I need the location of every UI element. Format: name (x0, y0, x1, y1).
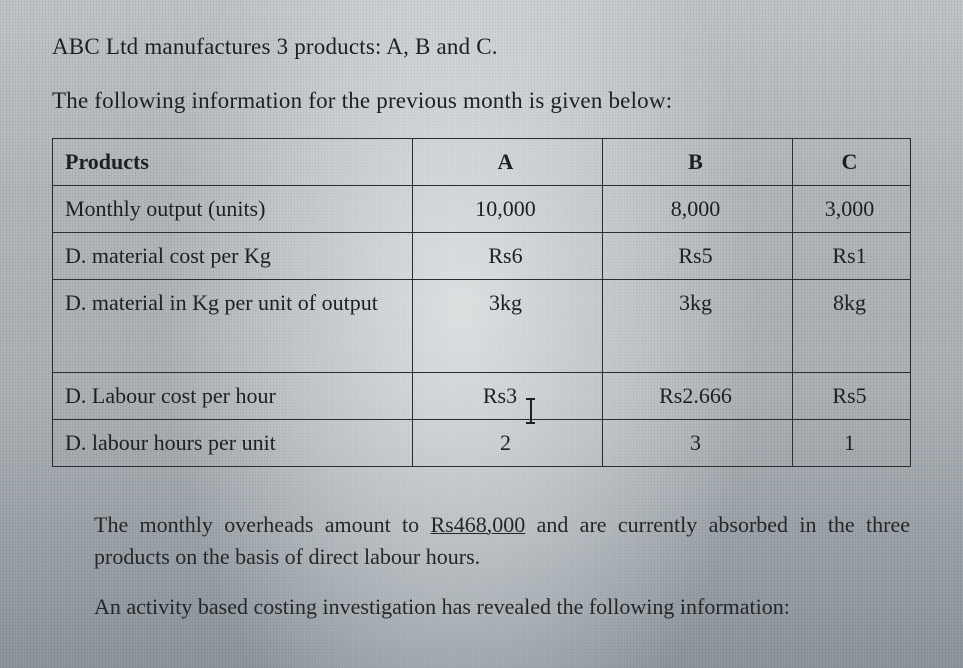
table-row: D. labour hours per unit 2 3 1 (53, 420, 911, 467)
row-label: Monthly output (units) (53, 186, 413, 233)
col-header-B: B (603, 139, 793, 186)
row-label: D. material cost per Kg (53, 233, 413, 280)
paragraph-block: The monthly overheads amount to Rs468,00… (52, 509, 910, 623)
col-header-C: C (793, 139, 911, 186)
col-header-products: Products (53, 139, 413, 186)
cell-A: 2 (413, 420, 603, 467)
intro-line-1: ABC Ltd manufactures 3 products: A, B an… (52, 34, 911, 60)
cell-A: Rs3 (413, 373, 603, 420)
row-label: D. labour hours per unit (53, 420, 413, 467)
cell-C: 1 (793, 420, 911, 467)
cell-B: 3kg (603, 280, 793, 373)
cell-B: 3 (603, 420, 793, 467)
cell-A: Rs6 (413, 233, 603, 280)
cell-C: Rs1 (793, 233, 911, 280)
table-row: D. Labour cost per hour Rs3 Rs2.666 Rs5 (53, 373, 911, 420)
cell-C: Rs5 (793, 373, 911, 420)
cell-B: 8,000 (603, 186, 793, 233)
para1-pre: The monthly overheads amount to (94, 512, 431, 537)
table-header-row: Products A B C (53, 139, 911, 186)
products-table: Products A B C Monthly output (units) 10… (52, 138, 911, 467)
cell-C: 3,000 (793, 186, 911, 233)
scanned-page: ABC Ltd manufactures 3 products: A, B an… (0, 0, 963, 668)
table-row: Monthly output (units) 10,000 8,000 3,00… (53, 186, 911, 233)
intro-line-2: The following information for the previo… (52, 88, 911, 114)
paragraph-1: The monthly overheads amount to Rs468,00… (52, 509, 910, 573)
cell-B: Rs2.666 (603, 373, 793, 420)
cell-A: 3kg (413, 280, 603, 373)
cell-B: Rs5 (603, 233, 793, 280)
table-row: D. material in Kg per unit of output 3kg… (53, 280, 911, 373)
col-header-A: A (413, 139, 603, 186)
paragraph-2: An activity based costing investigation … (52, 591, 910, 623)
cell-C: 8kg (793, 280, 911, 373)
cell-A: 10,000 (413, 186, 603, 233)
table-row: D. material cost per Kg Rs6 Rs5 Rs1 (53, 233, 911, 280)
row-label: D. Labour cost per hour (53, 373, 413, 420)
para1-underlined-amount: Rs468,000 (431, 512, 526, 537)
row-label: D. material in Kg per unit of output (53, 280, 413, 373)
